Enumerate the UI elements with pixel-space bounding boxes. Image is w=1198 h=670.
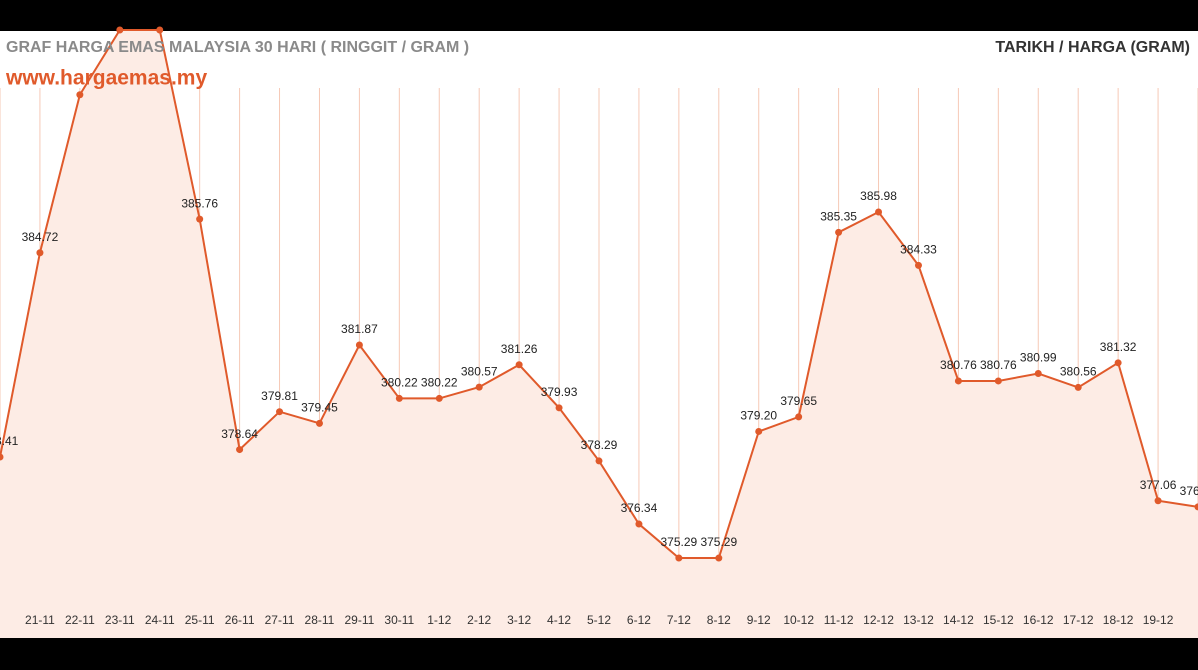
point bbox=[1074, 383, 1082, 391]
x-tick-label: 22-11 bbox=[65, 613, 95, 627]
point bbox=[196, 215, 204, 223]
plot: 378.41 384.72 21-11 22-11 23-11 24-11 385.76 25… bbox=[0, 26, 1198, 638]
point bbox=[156, 26, 164, 34]
x-tick-label: 18-12 bbox=[1103, 613, 1134, 627]
point bbox=[635, 520, 643, 528]
point bbox=[276, 408, 284, 416]
x-tick-label: 1-12 bbox=[427, 613, 451, 627]
value-label: 379.20 bbox=[740, 409, 777, 423]
point bbox=[1034, 370, 1042, 378]
value-label: 375.29 bbox=[700, 535, 737, 549]
x-tick-label: 2-12 bbox=[467, 613, 491, 627]
point bbox=[475, 383, 483, 391]
point bbox=[0, 453, 4, 461]
value-label: 380.56 bbox=[1060, 365, 1097, 379]
point bbox=[1194, 503, 1198, 511]
value-label: 376.87 bbox=[1180, 484, 1198, 498]
value-label: 379.93 bbox=[541, 385, 578, 399]
point bbox=[515, 361, 523, 369]
point bbox=[715, 554, 723, 562]
x-tick-label: 15-12 bbox=[983, 613, 1014, 627]
x-tick-label: 10-12 bbox=[783, 613, 814, 627]
point bbox=[755, 427, 763, 435]
x-tick-label: 24-11 bbox=[145, 613, 175, 627]
point bbox=[355, 341, 363, 349]
x-tick-label: 12-12 bbox=[863, 613, 894, 627]
x-tick-label: 21-11 bbox=[25, 613, 55, 627]
point bbox=[395, 394, 403, 402]
x-tick-label: 8-12 bbox=[707, 613, 731, 627]
x-tick-label: 9-12 bbox=[747, 613, 771, 627]
value-label: 381.32 bbox=[1100, 340, 1137, 354]
x-tick-label: 28-11 bbox=[305, 613, 335, 627]
value-label: 380.76 bbox=[940, 358, 977, 372]
value-label: 384.72 bbox=[22, 230, 59, 244]
x-tick-label: 16-12 bbox=[1023, 613, 1054, 627]
x-tick-label: 11-12 bbox=[824, 613, 854, 627]
x-tick-label: 25-11 bbox=[185, 613, 215, 627]
point bbox=[76, 91, 84, 99]
point bbox=[675, 554, 683, 562]
point bbox=[555, 404, 563, 412]
value-label: 378.41 bbox=[0, 434, 19, 448]
point bbox=[36, 249, 44, 257]
x-tick-label: 17-12 bbox=[1063, 613, 1094, 627]
point bbox=[435, 394, 443, 402]
x-tick-label: 13-12 bbox=[903, 613, 934, 627]
x-tick-label: 6-12 bbox=[627, 613, 651, 627]
x-tick-label: 19-12 bbox=[1143, 613, 1174, 627]
value-label: 378.29 bbox=[581, 438, 618, 452]
value-label: 380.22 bbox=[381, 376, 418, 390]
value-label: 381.87 bbox=[341, 322, 378, 336]
value-label: 379.81 bbox=[261, 389, 298, 403]
point bbox=[835, 228, 843, 236]
value-label: 380.22 bbox=[421, 376, 458, 390]
subtitle: www.hargaemas.my bbox=[5, 67, 207, 90]
x-tick-label: 30-11 bbox=[384, 613, 414, 627]
point bbox=[994, 377, 1002, 385]
value-label: 384.33 bbox=[900, 243, 937, 257]
value-label: 378.64 bbox=[221, 427, 258, 441]
x-tick-label: 4-12 bbox=[547, 613, 571, 627]
value-label: 377.06 bbox=[1140, 478, 1177, 492]
value-label: 385.98 bbox=[860, 189, 897, 203]
x-tick-label: 27-11 bbox=[265, 613, 295, 627]
value-label: 379.65 bbox=[780, 394, 817, 408]
point bbox=[954, 377, 962, 385]
value-label: 380.99 bbox=[1020, 351, 1057, 365]
value-label: 380.57 bbox=[461, 364, 498, 378]
value-label: 376.34 bbox=[621, 501, 658, 515]
area bbox=[0, 30, 1198, 638]
value-label: 381.26 bbox=[501, 342, 538, 356]
value-label: 385.35 bbox=[820, 210, 857, 224]
point bbox=[875, 208, 883, 216]
x-tick-label: 23-11 bbox=[105, 613, 135, 627]
value-label: 375.29 bbox=[661, 535, 698, 549]
x-tick-label: 14-12 bbox=[943, 613, 974, 627]
point bbox=[236, 446, 244, 454]
value-label: 385.76 bbox=[181, 196, 218, 210]
value-label: 379.45 bbox=[301, 401, 338, 415]
chart-title: GRAF HARGA EMAS MALAYSIA 30 HARI ( RINGG… bbox=[6, 39, 469, 56]
x-tick-label: 7-12 bbox=[667, 613, 691, 627]
x-tick-label: 3-12 bbox=[507, 613, 531, 627]
point bbox=[1114, 359, 1122, 367]
point bbox=[116, 26, 124, 34]
x-tick-label: 26-11 bbox=[225, 613, 255, 627]
point bbox=[914, 261, 922, 269]
x-tick-label: 5-12 bbox=[587, 613, 611, 627]
point bbox=[595, 457, 603, 465]
point bbox=[1154, 497, 1162, 505]
legend-title: TARIKH / HARGA (GRAM) bbox=[995, 39, 1190, 56]
value-label: 380.76 bbox=[980, 358, 1017, 372]
point bbox=[795, 413, 803, 421]
x-tick-label: 29-11 bbox=[344, 613, 374, 627]
point bbox=[315, 419, 323, 427]
